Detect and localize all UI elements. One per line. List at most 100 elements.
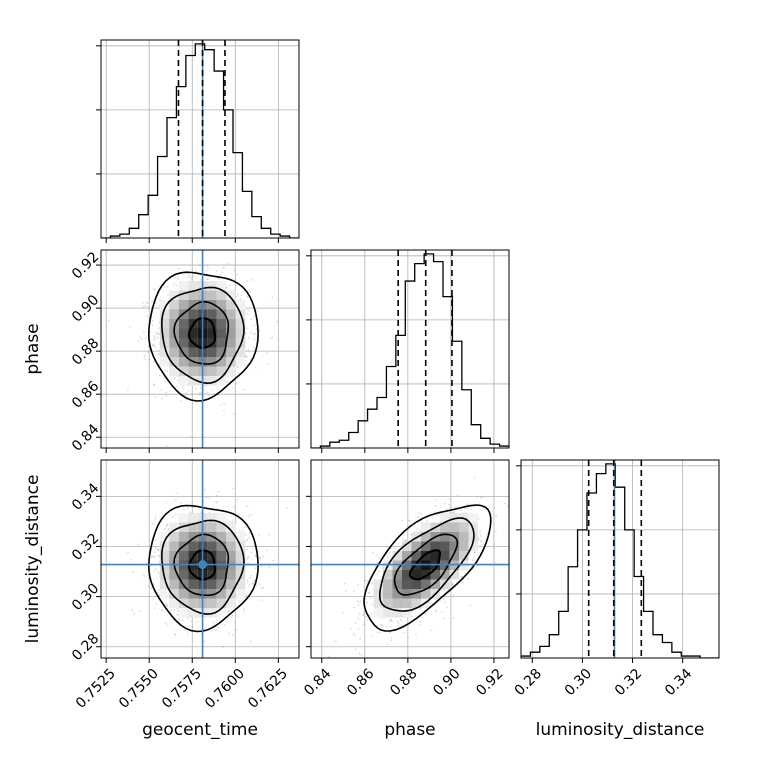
density-cell	[216, 608, 227, 618]
scatter-point	[236, 293, 239, 296]
scatter-point	[372, 551, 374, 554]
scatter-point	[223, 266, 226, 269]
density-cell	[169, 357, 179, 367]
scatter-point	[235, 273, 238, 276]
scatter-point	[477, 554, 479, 557]
scatter-point	[370, 582, 372, 585]
scatter-point	[354, 622, 357, 625]
density-cell	[459, 532, 469, 542]
contour-line	[173, 301, 230, 365]
x-tick-label: 0.7525	[73, 666, 119, 712]
density-cell	[383, 608, 393, 618]
density-cell	[178, 570, 189, 580]
density-cell	[235, 357, 246, 367]
density-cell	[449, 541, 459, 551]
scatter-point	[445, 606, 448, 609]
density-cell	[226, 328, 236, 338]
scatter-point	[452, 617, 455, 619]
contour-line	[187, 317, 217, 350]
scatter-point	[144, 354, 146, 357]
scatter-point	[164, 527, 166, 530]
panel-frame	[520, 459, 720, 659]
density-cell	[226, 319, 236, 329]
scatter-point	[370, 603, 373, 606]
density-cell	[402, 541, 412, 551]
panel-content	[311, 250, 509, 448]
scatter-point	[440, 611, 443, 614]
scatter-point	[191, 501, 194, 504]
scatter-point	[158, 589, 160, 591]
scatter-point	[169, 610, 172, 613]
scatter-point	[212, 621, 215, 624]
scatter-point	[494, 561, 497, 564]
scatter-point	[396, 549, 398, 551]
scatter-point	[466, 507, 469, 510]
scatter-point	[223, 409, 225, 412]
density-cell	[207, 376, 217, 386]
scatter-point	[419, 621, 422, 623]
scatter-point	[378, 570, 381, 573]
scatter-point	[140, 338, 143, 340]
scatter-point	[240, 240, 242, 242]
scatter-point	[472, 556, 475, 558]
scatter-point	[469, 604, 471, 607]
contour-line	[187, 549, 217, 581]
density-cell	[235, 551, 246, 561]
panel-frame	[100, 459, 300, 659]
scatter-point	[495, 514, 498, 517]
scatter-point	[248, 585, 251, 588]
scatter-point	[154, 518, 157, 520]
density-cell	[421, 579, 431, 589]
scatter-point	[378, 557, 381, 559]
scatter-point	[479, 496, 482, 499]
scatter-point	[158, 305, 161, 307]
x-tick-label: 0.86	[344, 666, 377, 699]
density-cell	[207, 347, 217, 357]
x-axis-label: phase	[384, 720, 435, 740]
scatter-point	[198, 264, 201, 266]
scatter-point	[166, 605, 169, 607]
scatter-point	[246, 280, 249, 282]
scatter-point	[223, 403, 226, 405]
scatter-point	[143, 574, 145, 577]
x-tick-label: 0.7575	[159, 666, 205, 712]
density-cell	[440, 551, 450, 561]
scatter-point	[246, 505, 249, 507]
scatter-point	[219, 617, 221, 619]
density-cell	[159, 579, 170, 589]
density-cell	[392, 570, 402, 580]
scatter-point	[165, 394, 168, 397]
scatter-point	[362, 623, 365, 626]
x-tick-label: 0.7625	[245, 666, 291, 712]
scatter-point	[380, 624, 382, 626]
scatter-point	[226, 262, 229, 265]
density-cell	[226, 290, 236, 300]
scatter-point	[167, 528, 170, 530]
scatter-point	[175, 513, 178, 516]
scatter-point	[227, 375, 229, 378]
scatter-point	[358, 612, 361, 615]
scatter-point	[256, 310, 259, 312]
density-cell	[459, 551, 469, 561]
scatter-point	[376, 561, 379, 564]
panel-luminosity_distance-vs-luminosity_distance	[516, 459, 720, 663]
density-cell	[226, 522, 236, 532]
scatter-point	[153, 607, 156, 609]
scatter-point	[369, 597, 372, 599]
histogram-step-luminosity_distance	[521, 463, 719, 658]
scatter-point	[231, 520, 234, 523]
scatter-point	[228, 284, 231, 287]
x-tick-label: 0.28	[512, 666, 545, 699]
density-cell	[392, 579, 402, 589]
panel-content	[521, 460, 719, 658]
density-cell	[402, 608, 412, 618]
scatter-point	[479, 540, 482, 543]
scatter-point	[166, 523, 169, 526]
scatter-point	[221, 271, 224, 273]
scatter-point	[262, 586, 264, 589]
scatter-point	[477, 518, 480, 521]
scatter-point	[157, 327, 160, 330]
scatter-point	[166, 370, 169, 373]
scatter-point	[238, 600, 241, 602]
scatter-point	[144, 305, 147, 307]
